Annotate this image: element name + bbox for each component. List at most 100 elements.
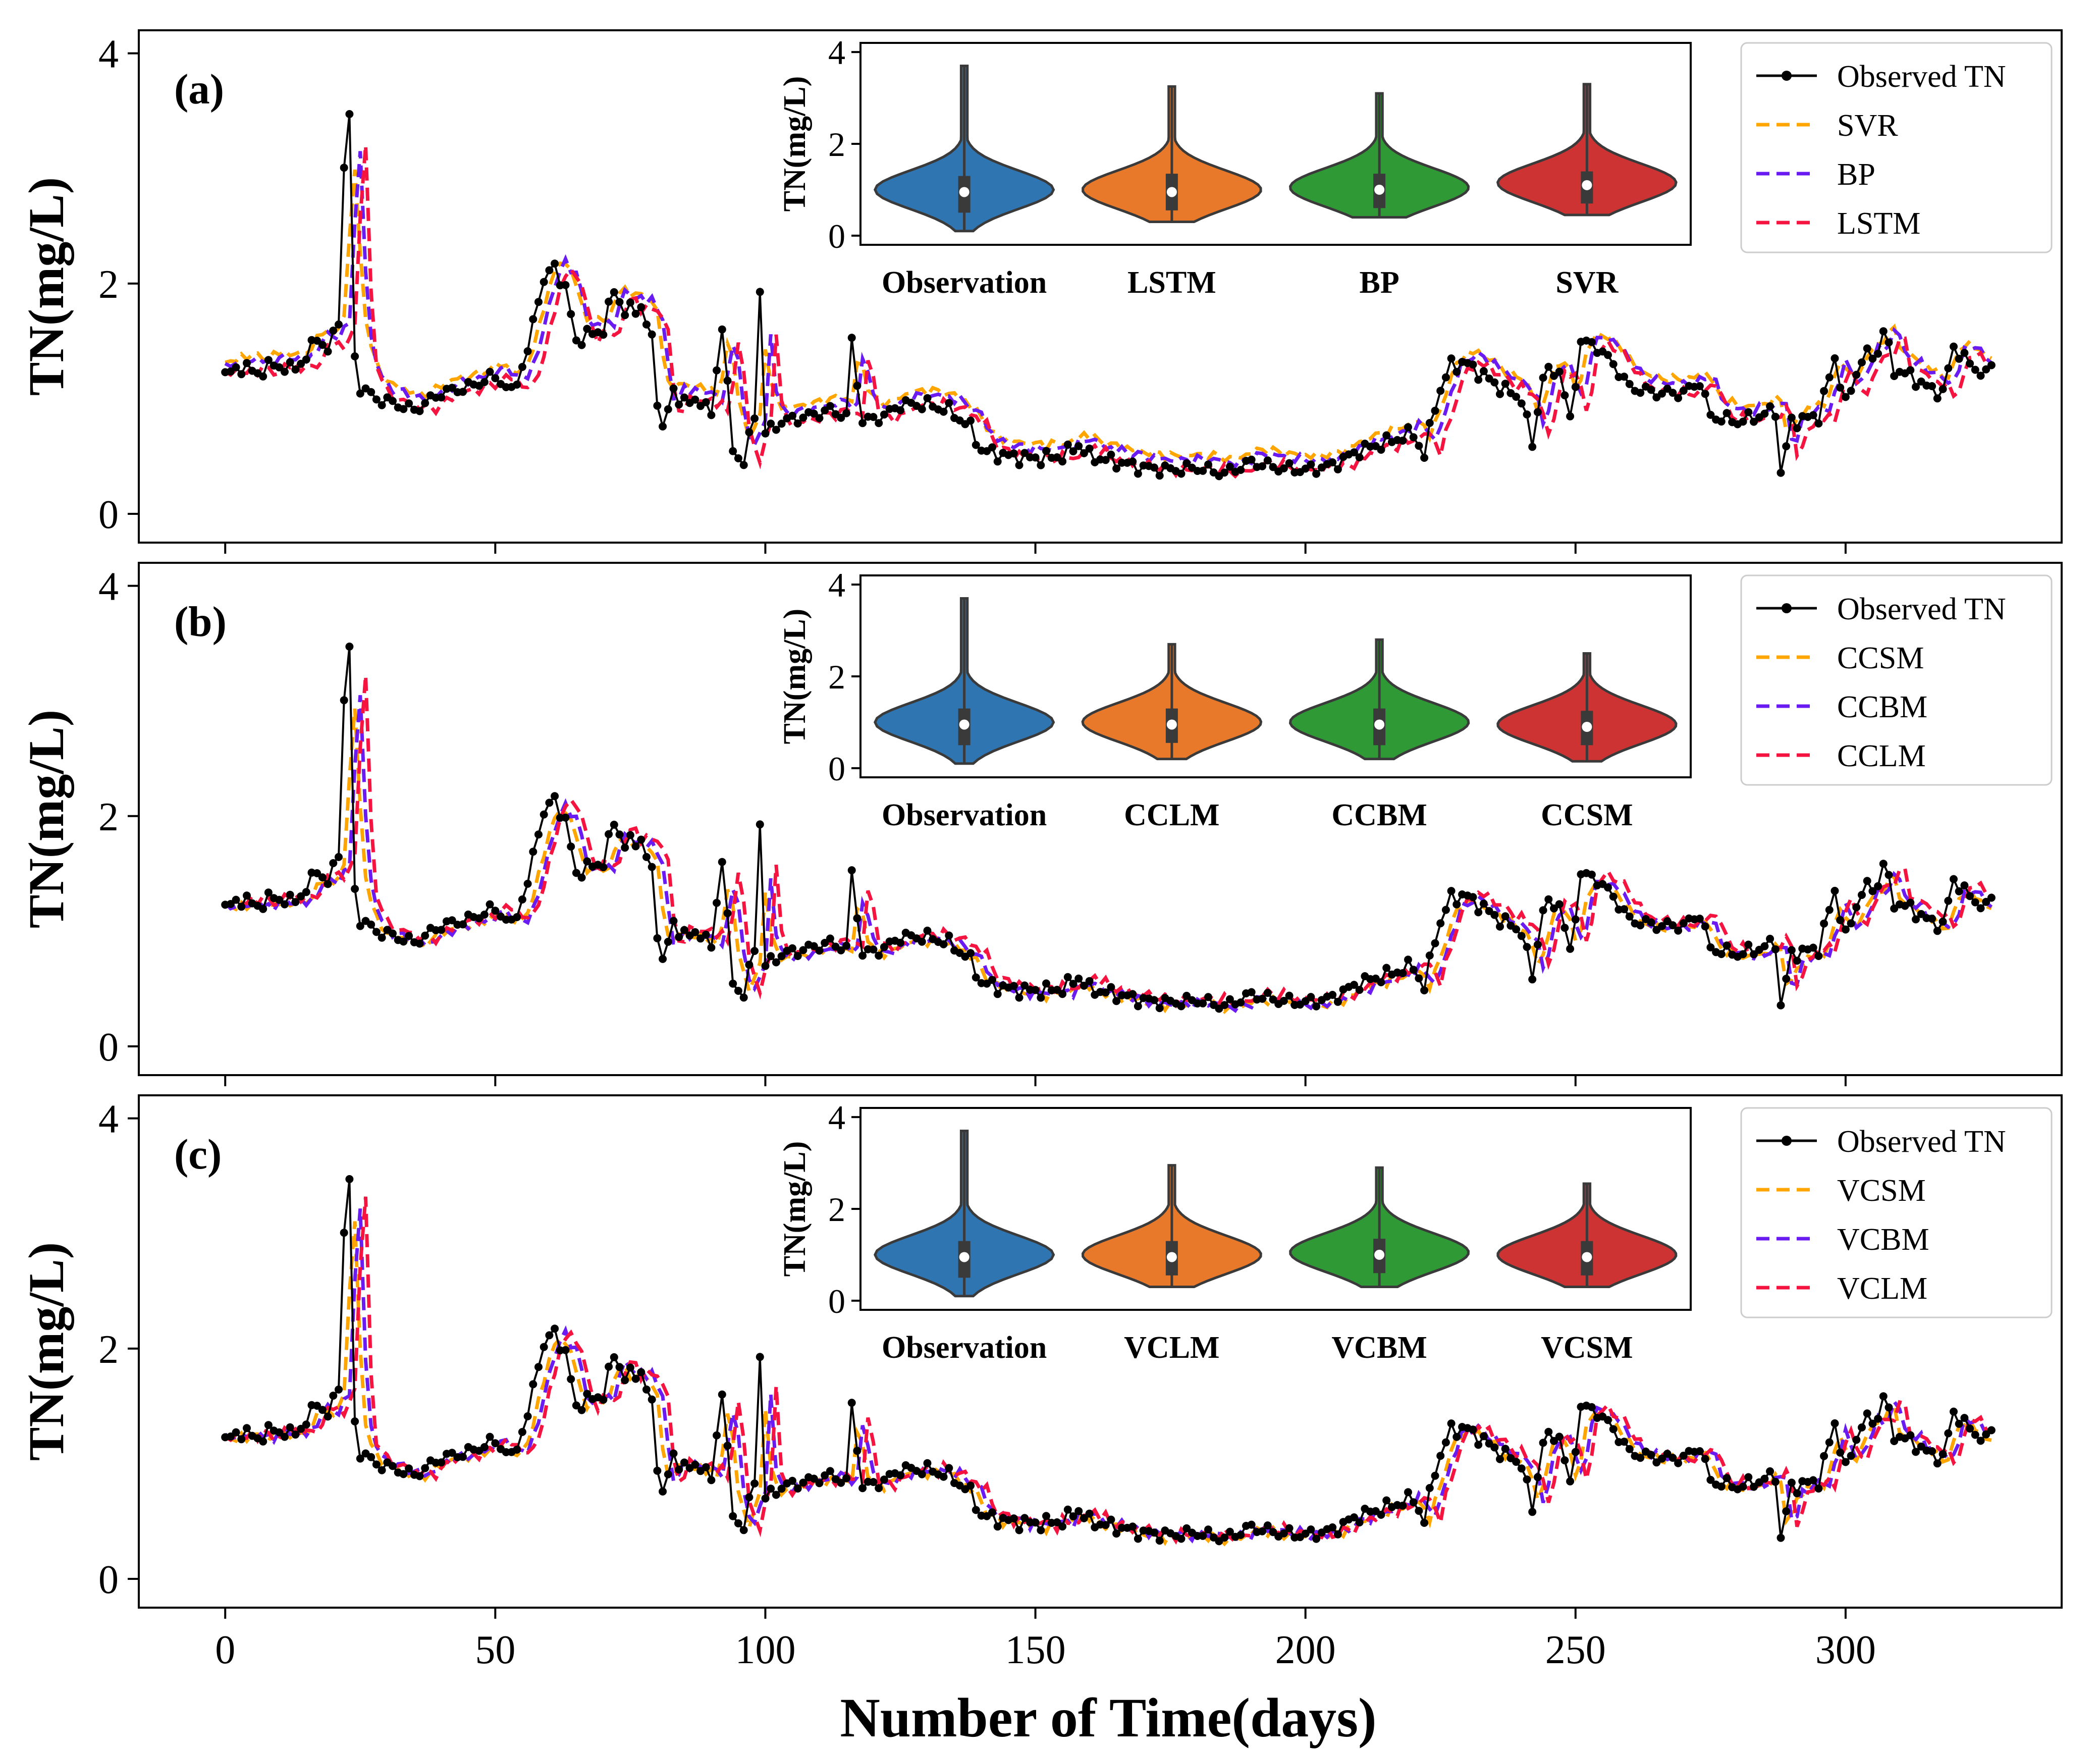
observed-point bbox=[777, 1484, 786, 1493]
observed-point bbox=[610, 1353, 618, 1361]
violin-median bbox=[1374, 719, 1385, 730]
observed-point bbox=[869, 1478, 878, 1487]
observed-point bbox=[1976, 904, 1985, 913]
observed-point bbox=[1868, 887, 1877, 895]
observed-point bbox=[1852, 1436, 1861, 1444]
observed-point bbox=[837, 1478, 845, 1487]
observed-point bbox=[1706, 410, 1715, 419]
observed-point bbox=[437, 926, 446, 934]
panel-a: 0 2 4 TN(mg/L) (a) Observed TN SVR BP LSTM 0 2 4 TN(… bbox=[18, 29, 2063, 554]
violin-category-label: VCBM bbox=[1331, 1331, 1427, 1365]
observed-point bbox=[875, 1484, 883, 1493]
observed-point bbox=[345, 1175, 354, 1183]
observed-point bbox=[669, 384, 678, 393]
observed-point bbox=[1042, 979, 1050, 988]
observed-point bbox=[1825, 906, 1834, 914]
observed-point bbox=[729, 447, 737, 455]
observed-point bbox=[988, 1508, 996, 1517]
observed-point bbox=[1469, 1425, 1477, 1434]
observed-point bbox=[1236, 998, 1245, 1006]
observed-point bbox=[572, 1401, 580, 1410]
observed-point bbox=[518, 1428, 526, 1436]
observed-point bbox=[1063, 973, 1072, 981]
observed-point bbox=[421, 1464, 429, 1472]
observed-point bbox=[297, 359, 305, 368]
observed-point bbox=[739, 461, 748, 469]
observed-point bbox=[615, 298, 624, 306]
observed-point bbox=[540, 810, 548, 819]
observed-point bbox=[1809, 1476, 1817, 1484]
observed-point bbox=[761, 962, 770, 970]
observed-point bbox=[734, 1519, 742, 1527]
observed-point bbox=[1069, 980, 1078, 988]
observed-point bbox=[1155, 1004, 1164, 1013]
observed-point bbox=[1560, 391, 1569, 400]
observed-point bbox=[826, 934, 834, 943]
legend-marker bbox=[1782, 1136, 1792, 1146]
observed-point bbox=[523, 1412, 532, 1420]
panel-label: (a) bbox=[174, 66, 224, 113]
observed-point bbox=[1722, 1474, 1731, 1482]
observed-point bbox=[918, 1470, 926, 1478]
observed-point bbox=[1058, 1522, 1067, 1531]
observed-point bbox=[1441, 373, 1450, 382]
observed-point bbox=[815, 414, 824, 422]
observed-point bbox=[1042, 447, 1050, 455]
observed-point bbox=[1647, 386, 1655, 394]
observed-point bbox=[1398, 437, 1407, 445]
observed-point bbox=[1760, 942, 1769, 950]
observed-point bbox=[1939, 385, 1947, 393]
observed-point bbox=[486, 1432, 494, 1441]
observed-point bbox=[1863, 344, 1871, 353]
observed-point bbox=[351, 885, 359, 893]
observed-point bbox=[1744, 1473, 1753, 1481]
observed-point bbox=[237, 903, 246, 911]
observed-point bbox=[329, 859, 338, 867]
observed-point bbox=[858, 951, 867, 960]
observed-point bbox=[1523, 1475, 1531, 1484]
observed-point bbox=[1431, 406, 1439, 415]
observed-point bbox=[734, 987, 742, 995]
observed-point bbox=[1782, 1507, 1791, 1516]
y-tick-label: 2 bbox=[98, 262, 119, 307]
observed-point bbox=[875, 951, 883, 960]
observed-point bbox=[972, 1506, 980, 1514]
observed-point bbox=[259, 905, 267, 913]
observed-point bbox=[561, 1346, 570, 1354]
observed-point bbox=[1269, 995, 1277, 1004]
observed-point bbox=[1571, 383, 1580, 391]
observed-point bbox=[572, 869, 580, 877]
observed-point bbox=[1441, 1438, 1450, 1447]
observed-point bbox=[302, 888, 310, 896]
observed-point bbox=[1128, 990, 1137, 998]
observed-point bbox=[750, 414, 759, 422]
observed-point bbox=[1706, 943, 1715, 951]
observed-point bbox=[1668, 389, 1677, 397]
observed-point bbox=[1528, 975, 1537, 984]
observed-point bbox=[405, 932, 413, 940]
observed-point bbox=[232, 1428, 240, 1437]
observed-point bbox=[615, 1363, 624, 1371]
observed-point bbox=[1555, 1432, 1564, 1441]
observed-point bbox=[1101, 456, 1110, 464]
observed-point bbox=[1933, 927, 1942, 935]
observed-point bbox=[491, 1439, 500, 1448]
observed-point bbox=[918, 937, 926, 946]
observed-point bbox=[1739, 1482, 1747, 1491]
violin-category-label: Observation bbox=[882, 1331, 1047, 1365]
observed-point bbox=[1182, 459, 1191, 467]
observed-point bbox=[545, 266, 554, 275]
observed-point bbox=[318, 1406, 327, 1414]
observed-point bbox=[1134, 469, 1142, 478]
observed-point bbox=[799, 1478, 807, 1487]
observed-point bbox=[1074, 442, 1083, 450]
observed-point bbox=[1101, 1521, 1110, 1529]
observed-point bbox=[523, 879, 532, 888]
inset-violin-plot: 0 2 4 TN(mg/L) Observation CCLM CCBM CCSM bbox=[778, 566, 1692, 832]
observed-point bbox=[1350, 981, 1358, 989]
observed-point bbox=[1566, 412, 1575, 420]
observed-point bbox=[351, 1417, 359, 1425]
observed-point bbox=[1884, 871, 1893, 879]
observed-point bbox=[1539, 1439, 1547, 1447]
observed-point bbox=[259, 372, 267, 381]
